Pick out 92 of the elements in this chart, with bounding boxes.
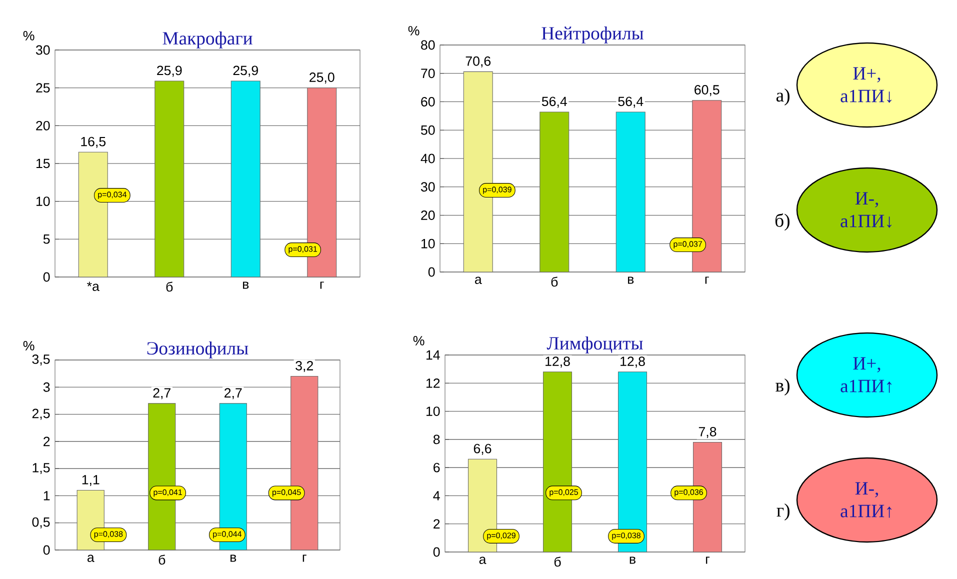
y-tick-label: 70 <box>421 68 435 78</box>
y-tick-label: 1 <box>44 491 50 500</box>
data-label: 16,5 <box>81 136 106 148</box>
x-tick-label: а <box>474 276 482 284</box>
y-tick-label: 15 <box>36 158 50 168</box>
data-label: 1,1 <box>82 475 100 486</box>
annotation: p=0,039 <box>483 186 512 194</box>
y-tick-label: 2 <box>44 436 50 446</box>
x-tick-label: в <box>230 554 236 562</box>
data-label: 12,8 <box>620 356 645 368</box>
annotation: p=0,045 <box>272 489 301 497</box>
annotation: p=0,029 <box>487 532 516 540</box>
x-tick-label: б <box>554 556 561 567</box>
y-tick-label: 20 <box>421 210 435 220</box>
y-tick-label: 10 <box>36 196 50 206</box>
y-tick-label: 10 <box>421 238 435 248</box>
y-tick-label: 2,5 <box>32 408 50 420</box>
data-label: 3,2 <box>296 361 313 372</box>
x-tick-label: в <box>628 276 634 284</box>
x-tick-label: в <box>630 556 636 564</box>
text: И-, а1ПИ↓ <box>840 192 892 228</box>
category-label: г) <box>776 504 790 520</box>
y-tick-label: 3,5 <box>32 354 50 366</box>
x-tick-label: г <box>302 554 306 562</box>
y-tick-label: 30 <box>420 182 435 192</box>
y-tick-label: 80 <box>421 40 435 50</box>
x-tick-label: г <box>705 276 709 284</box>
x-tick-label: а <box>479 556 486 564</box>
annotation: p=0,038 <box>612 532 640 540</box>
x-tick-label: г <box>320 282 324 289</box>
data-label: 2,7 <box>153 388 170 400</box>
data-label: 2,7 <box>224 388 242 400</box>
annotation: p=0,038 <box>94 531 123 538</box>
y-tick-label: 50 <box>421 125 435 135</box>
y-tick-label: 0 <box>433 547 440 557</box>
data-label: 25,9 <box>157 66 182 77</box>
annotation: p=0,025 <box>550 489 578 497</box>
x-tick-label: *а <box>87 282 100 292</box>
category-label: в) <box>776 378 790 396</box>
x-tick-label: г <box>706 556 710 564</box>
y-tick-label: 60 <box>421 97 435 106</box>
y-axis-title: % <box>413 336 424 346</box>
data-label: 25,0 <box>310 72 334 84</box>
annotation: p=0,036 <box>674 489 703 497</box>
chart-title: Лимфоциты <box>546 336 643 354</box>
y-tick-label: 20 <box>36 120 50 130</box>
category-label: б) <box>775 213 790 231</box>
data-label: 56,4 <box>618 96 644 108</box>
data-label: 25,9 <box>233 66 258 77</box>
annotation: p=0,034 <box>98 192 127 199</box>
y-tick-label: 0 <box>43 545 50 555</box>
data-label: 70,6 <box>466 56 491 68</box>
y-tick-label: 3 <box>43 382 50 392</box>
data-label: 60,5 <box>694 85 720 96</box>
text: И-, а1ПИ↑ <box>840 482 892 518</box>
chart-title: Эозинофилы <box>147 341 248 358</box>
annotation: p=0,031 <box>288 246 317 254</box>
y-tick-label: 8 <box>433 434 440 444</box>
x-tick-label: б <box>551 276 558 287</box>
data-label: 12,8 <box>546 356 570 368</box>
y-tick-label: 2 <box>434 519 440 529</box>
text: И+, а1ПИ↑ <box>840 357 892 393</box>
chart-title: Макрофаги <box>162 31 252 48</box>
category-label: а) <box>776 88 790 106</box>
y-tick-label: 14 <box>426 350 440 360</box>
x-tick-label: а <box>87 554 94 562</box>
x-tick-label: б <box>158 554 166 565</box>
data-label: 56,4 <box>542 96 567 108</box>
y-tick-label: 10 <box>426 406 440 416</box>
x-tick-label: б <box>166 282 173 292</box>
y-tick-label: 0 <box>428 267 435 277</box>
y-tick-label: 40 <box>420 154 435 164</box>
y-tick-label: 6 <box>434 462 440 472</box>
x-tick-label: в <box>243 282 249 289</box>
y-tick-label: 0 <box>43 272 50 282</box>
y-axis-title: % <box>408 26 420 36</box>
text: И+, а1ПИ↓ <box>840 67 892 103</box>
y-axis-title: % <box>23 31 34 40</box>
y-tick-label: 0,5 <box>32 517 50 528</box>
y-tick-label: 1,5 <box>32 463 50 474</box>
annotation: p=0,041 <box>154 489 182 497</box>
y-tick-label: 30 <box>36 45 50 55</box>
data-label: 7,8 <box>698 426 716 438</box>
annotation: p=0,044 <box>213 531 242 538</box>
y-tick-label: 4 <box>433 491 440 500</box>
y-tick-label: 12 <box>426 378 440 388</box>
y-axis-title: % <box>23 341 34 350</box>
annotation: p=0,037 <box>674 241 702 248</box>
y-tick-label: 5 <box>43 234 50 244</box>
data-label: 6,6 <box>474 444 492 455</box>
chart-title: Нейтрофилы <box>542 26 644 44</box>
y-tick-label: 25 <box>36 83 50 93</box>
